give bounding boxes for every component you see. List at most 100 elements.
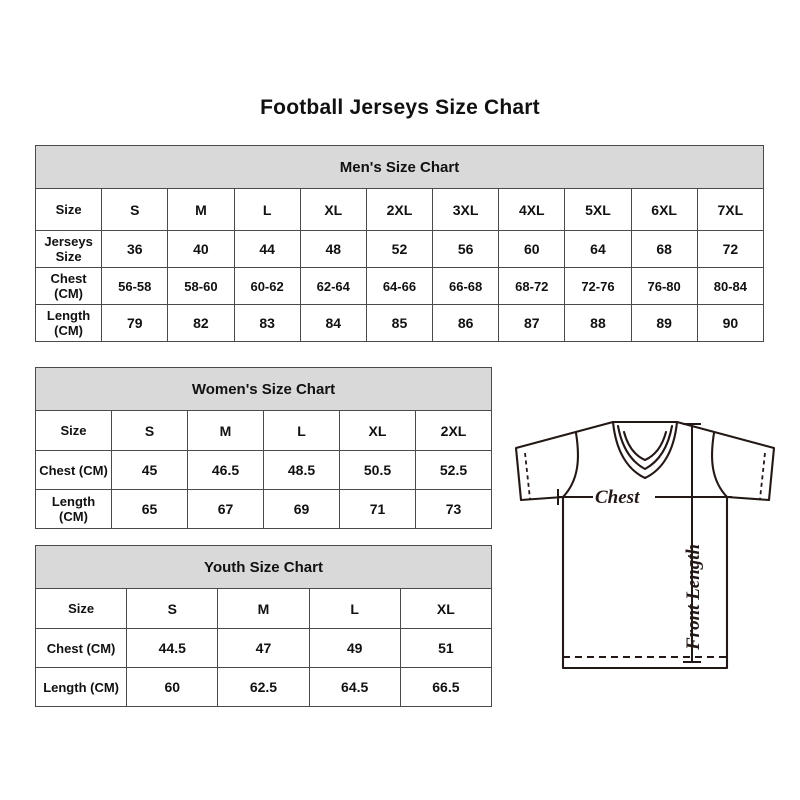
row-label-chest: Chest (CM) [35,450,112,490]
cell-size-m: M [167,188,235,231]
chest-measure-label: Chest [595,487,640,508]
table-caption-row: Youth Size Chart [35,545,492,589]
cell-length-6xl: 89 [630,304,698,342]
table-row: Length (CM) 65 67 69 71 73 [35,489,492,529]
row-label-length: Length (CM) [34,304,103,342]
cell-chest-m: 46.5 [187,450,264,490]
cell-jerseys-size-m: 40 [167,230,235,268]
jersey-right-sleeve-outline [675,420,776,502]
jersey-left-sleeve-outline [514,420,615,502]
cell-chest-m: 58-60 [167,267,235,305]
cell-chest-xl: 51 [399,628,493,668]
row-label-chest: Chest (CM) [34,267,103,305]
cell-size-5xl: 5XL [564,188,632,231]
cell-jerseys-size-3xl: 56 [432,230,500,268]
cell-length-5xl: 88 [564,304,632,342]
cell-size-3xl: 3XL [432,188,500,231]
cell-chest-xl: 62-64 [299,267,367,305]
page-title: Football Jerseys Size Chart [260,96,540,119]
cell-size-s: S [111,410,188,451]
table-row: Length (CM) 79 82 83 84 85 86 87 88 89 9… [34,304,765,342]
table-row: Size S M L XL 2XL [35,410,492,451]
jersey-left-armhole-seam [561,431,580,499]
jersey-collar-inner [622,430,668,462]
cell-chest-l: 48.5 [263,450,340,490]
cell-size-s: S [126,588,219,629]
row-label-length: Length (CM) [35,489,112,529]
cell-length-m: 67 [187,489,264,529]
cell-jerseys-size-4xl: 60 [498,230,566,268]
cell-length-s: 60 [126,667,219,707]
front-length-measure-label: Front Length [683,544,704,651]
jersey-right-cuff-dash [759,452,766,500]
jersey-right-armhole-seam [710,431,729,499]
cell-length-2xl: 85 [365,304,434,342]
cell-jerseys-size-s: 36 [101,230,169,268]
cell-size-s: S [101,188,169,231]
cell-chest-4xl: 68-72 [498,267,566,305]
cell-length-xl: 84 [299,304,367,342]
cell-chest-3xl: 66-68 [432,267,500,305]
womens-size-chart-table: Women's Size Chart Size S M L XL 2XL Che… [35,367,492,529]
cell-size-6xl: 6XL [630,188,698,231]
cell-size-m: M [187,410,264,451]
jersey-collar-middle [616,424,674,471]
cell-length-xl: 71 [339,489,416,529]
cell-size-7xl: 7XL [696,188,765,231]
jersey-left-cuff-dash [524,452,531,500]
row-label-length: Length (CM) [34,667,128,707]
table-row: Chest (CM) 56-58 58-60 60-62 62-64 64-66… [34,267,765,305]
cell-chest-6xl: 76-80 [630,267,698,305]
youth-size-chart-table: Youth Size Chart Size S M L XL Chest (CM… [34,545,493,707]
cell-chest-l: 49 [308,628,401,668]
cell-jerseys-size-xl: 48 [299,230,367,268]
cell-length-3xl: 86 [432,304,500,342]
mens-chart-caption: Men's Size Chart [35,145,764,189]
table-row: Size S M L XL [34,588,493,629]
row-label-size: Size [34,588,128,629]
table-row: Jerseys Size 36 40 44 48 52 56 60 64 68 … [34,230,765,268]
cell-jerseys-size-5xl: 64 [564,230,632,268]
cell-chest-s: 45 [111,450,188,490]
cell-length-xl: 66.5 [399,667,493,707]
cell-size-2xl: 2XL [365,188,434,231]
cell-length-l: 83 [233,304,301,342]
cell-size-m: M [217,588,310,629]
jersey-collar-outer [611,420,679,480]
cell-jerseys-size-7xl: 72 [696,230,765,268]
cell-chest-2xl: 64-66 [365,267,434,305]
row-label-size: Size [35,410,112,451]
cell-length-7xl: 90 [696,304,765,342]
cell-length-s: 79 [101,304,169,342]
cell-chest-7xl: 80-84 [696,267,765,305]
cell-length-2xl: 73 [415,489,492,529]
cell-chest-m: 47 [217,628,310,668]
cell-length-l: 69 [263,489,340,529]
cell-chest-2xl: 52.5 [415,450,492,490]
row-label-chest: Chest (CM) [34,628,128,668]
youth-chart-caption: Youth Size Chart [35,545,492,589]
womens-chart-caption: Women's Size Chart [35,367,492,411]
cell-length-4xl: 87 [498,304,566,342]
cell-size-l: L [263,410,340,451]
cell-length-m: 62.5 [217,667,310,707]
cell-chest-5xl: 72-76 [564,267,632,305]
cell-size-4xl: 4XL [498,188,566,231]
cell-size-l: L [233,188,301,231]
cell-size-2xl: 2XL [415,410,492,451]
table-caption-row: Men's Size Chart [35,145,764,189]
mens-size-chart-table: Men's Size Chart Size S M L XL 2XL 3XL 4… [34,145,765,342]
table-row: Chest (CM) 45 46.5 48.5 50.5 52.5 [35,450,492,490]
cell-chest-s: 56-58 [101,267,169,305]
cell-chest-l: 60-62 [233,267,301,305]
cell-chest-s: 44.5 [126,628,219,668]
cell-chest-xl: 50.5 [339,450,416,490]
cell-size-xl: XL [339,410,416,451]
cell-jerseys-size-l: 44 [233,230,301,268]
row-label-size: Size [34,188,103,231]
cell-length-m: 82 [167,304,235,342]
cell-jerseys-size-2xl: 52 [365,230,434,268]
cell-length-s: 65 [111,489,188,529]
table-row: Chest (CM) 44.5 47 49 51 [34,628,493,668]
table-row: Length (CM) 60 62.5 64.5 66.5 [34,667,493,707]
